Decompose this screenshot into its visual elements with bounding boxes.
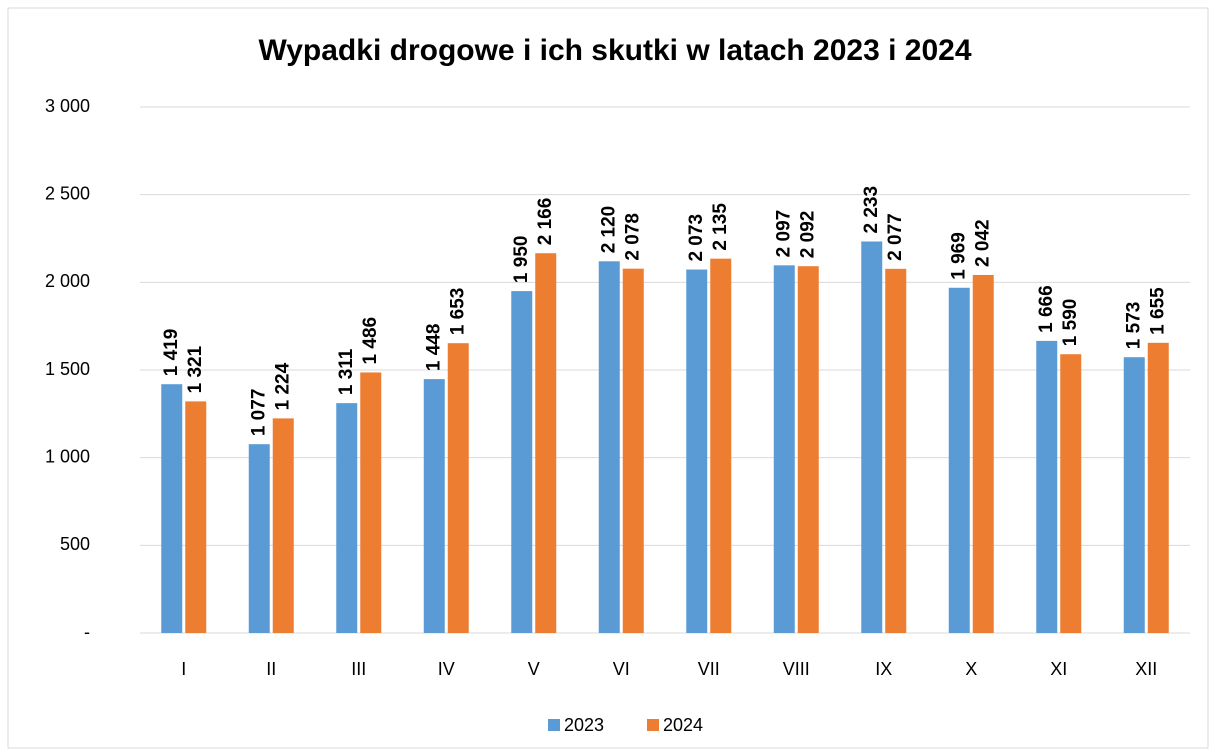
data-label: 1 224 <box>272 362 293 410</box>
bar <box>535 253 557 633</box>
data-label: 2 097 <box>773 210 794 258</box>
data-label: 1 655 <box>1147 287 1168 335</box>
data-label: 1 419 <box>161 329 182 377</box>
y-tick-label: - <box>84 622 90 642</box>
chart-title: Wypadki drogowe i ich skutki w latach 20… <box>258 34 971 67</box>
x-tick-label: IV <box>438 659 455 679</box>
legend-label: 2024 <box>663 715 703 735</box>
y-tick-label: 1 500 <box>45 359 90 379</box>
bar <box>423 379 445 633</box>
y-tick-label: 3 000 <box>45 96 90 116</box>
x-tick-label: XII <box>1135 659 1157 679</box>
bar <box>1036 340 1058 633</box>
data-label: 2 042 <box>972 219 993 267</box>
x-tick-label: VII <box>698 659 720 679</box>
x-tick-label: VIII <box>783 659 810 679</box>
y-tick-label: 1 000 <box>45 446 90 466</box>
y-tick-label: 2 500 <box>45 183 90 203</box>
bar <box>511 291 533 633</box>
x-tick-label: V <box>528 659 540 679</box>
bar <box>972 274 994 633</box>
legend-swatch <box>647 719 659 731</box>
data-label: 1 590 <box>1060 299 1081 347</box>
bar <box>447 343 469 633</box>
legend-swatch <box>548 719 560 731</box>
data-label: 1 653 <box>447 288 468 336</box>
data-label: 1 573 <box>1123 302 1144 350</box>
bar <box>861 241 883 634</box>
x-tick-label: X <box>965 659 977 679</box>
data-label: 1 486 <box>360 317 381 365</box>
bar <box>797 266 819 633</box>
data-label: 2 166 <box>535 198 556 246</box>
data-label: 1 321 <box>185 345 206 393</box>
bar <box>885 268 907 633</box>
data-label: 2 233 <box>861 186 882 234</box>
x-tick-label: IX <box>875 659 892 679</box>
bar <box>336 403 358 633</box>
x-tick-label: I <box>181 659 186 679</box>
x-tick-label: III <box>351 659 366 679</box>
bar <box>710 258 732 633</box>
data-label: 1 311 <box>336 348 357 395</box>
data-label: 1 666 <box>1036 285 1057 333</box>
bar <box>1060 354 1082 633</box>
bar <box>248 444 270 633</box>
x-tick-label: XI <box>1050 659 1067 679</box>
legend-label: 2023 <box>564 715 604 735</box>
data-label: 1 969 <box>948 232 969 280</box>
bar <box>773 265 795 633</box>
bar <box>598 261 620 633</box>
bar <box>360 372 382 633</box>
bar <box>272 418 294 633</box>
y-tick-label: 500 <box>60 534 90 554</box>
data-label: 2 077 <box>885 213 906 261</box>
data-label: 2 092 <box>797 211 818 259</box>
bar <box>622 268 644 633</box>
x-tick-label: II <box>266 659 276 679</box>
bar <box>1123 357 1145 633</box>
bar <box>185 401 207 633</box>
data-label: 2 073 <box>686 214 707 262</box>
data-label: 1 077 <box>248 389 269 437</box>
data-label: 2 120 <box>598 206 619 254</box>
bar <box>686 269 708 633</box>
data-label: 2 135 <box>710 203 731 251</box>
bar <box>161 384 183 633</box>
data-label: 2 078 <box>622 213 643 261</box>
data-label: 1 448 <box>423 324 444 372</box>
y-tick-label: 2 000 <box>45 271 90 291</box>
bar <box>1147 342 1169 633</box>
x-tick-label: VI <box>613 659 630 679</box>
data-label: 1 950 <box>511 236 532 284</box>
bar <box>948 287 970 633</box>
